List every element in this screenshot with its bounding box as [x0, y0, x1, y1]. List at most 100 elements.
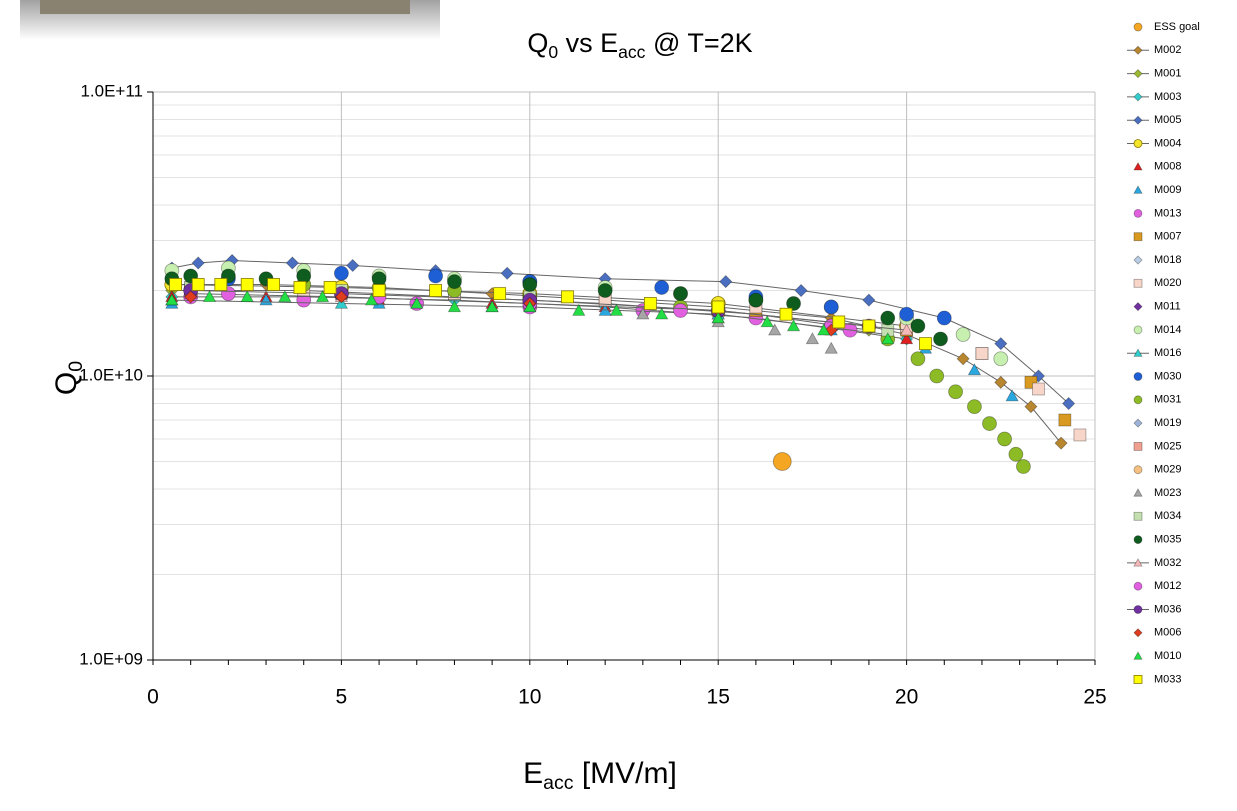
- point: [493, 287, 507, 301]
- legend-label: M030: [1154, 370, 1182, 382]
- point: [240, 278, 254, 291]
- x-axis-label-part: E: [523, 757, 543, 790]
- legend-label: ESS goal: [1154, 21, 1200, 33]
- point: [296, 268, 312, 284]
- point: [346, 258, 360, 273]
- legend-marker: [1133, 139, 1143, 148]
- point: [1032, 382, 1045, 396]
- point: [994, 375, 1008, 389]
- x-tick-label: 15: [707, 686, 730, 709]
- point: [364, 293, 379, 306]
- point: [929, 368, 945, 384]
- x-tick-label: 10: [518, 686, 541, 709]
- point: [862, 293, 876, 307]
- point: [910, 351, 926, 367]
- y-tick-label: 1.0E+10: [79, 365, 143, 384]
- legend-label: M013: [1154, 207, 1182, 219]
- legend-marker: [1133, 488, 1143, 497]
- series: [169, 278, 932, 351]
- legend-marker: [1133, 465, 1143, 475]
- point: [609, 303, 624, 316]
- point: [760, 315, 774, 328]
- point: [673, 303, 688, 318]
- legend-marker: [1133, 325, 1143, 335]
- y-axis-label: Q0: [50, 361, 87, 395]
- point: [184, 290, 198, 304]
- legend-marker: [1133, 418, 1143, 428]
- point: [711, 311, 725, 324]
- point: [267, 278, 280, 291]
- series: [165, 290, 914, 345]
- legend-marker: [1133, 675, 1143, 684]
- point: [1073, 428, 1087, 442]
- point: [169, 278, 183, 291]
- point: [1054, 436, 1068, 450]
- x-tick-label: 20: [895, 686, 918, 709]
- series: [772, 452, 792, 471]
- point: [768, 323, 782, 336]
- legend-marker: [1133, 161, 1143, 171]
- legend-marker: [1133, 92, 1143, 102]
- point: [523, 300, 537, 313]
- point: [824, 341, 838, 354]
- legend-label: M020: [1154, 277, 1182, 289]
- point: [823, 299, 839, 315]
- point: [643, 297, 657, 310]
- photo-fragment: [40, 0, 410, 14]
- point: [748, 292, 764, 308]
- legend-label: M019: [1154, 417, 1182, 429]
- legend-label: M023: [1154, 487, 1182, 499]
- legend-label: M010: [1154, 650, 1182, 662]
- point: [955, 327, 971, 342]
- point: [910, 318, 926, 334]
- legend-marker: [1133, 535, 1143, 544]
- point: [447, 300, 462, 313]
- point: [772, 452, 792, 471]
- point: [786, 296, 801, 311]
- point: [371, 271, 387, 287]
- point: [202, 290, 217, 303]
- point: [967, 363, 982, 376]
- point: [1024, 400, 1038, 414]
- point: [165, 293, 179, 306]
- point: [786, 319, 801, 332]
- legend-marker: [1133, 115, 1143, 125]
- point: [315, 290, 330, 303]
- y-tick-label: 1.0E+11: [80, 81, 143, 100]
- legend-label: M001: [1154, 68, 1182, 80]
- chart-title-part: Q: [527, 28, 548, 58]
- point: [899, 323, 914, 336]
- series: [165, 290, 895, 345]
- point: [994, 337, 1008, 351]
- point: [636, 307, 650, 320]
- y-axis-label-part: Q: [50, 372, 83, 395]
- x-tick-label: 5: [336, 686, 348, 709]
- chart-title-part: @ T=2K: [645, 28, 752, 58]
- chart-title-part: 0: [548, 42, 558, 62]
- chart-title: Q0 vs Eacc @ T=2K: [527, 28, 752, 62]
- point: [936, 310, 952, 326]
- point: [654, 280, 670, 295]
- point: [572, 303, 586, 316]
- legend-marker: [1133, 558, 1143, 567]
- legend-label: M016: [1154, 347, 1182, 359]
- legend-marker: [1133, 628, 1143, 638]
- point: [191, 278, 205, 291]
- legend-marker: [1133, 278, 1143, 288]
- legend-label: M035: [1154, 534, 1182, 546]
- chart-title-part: acc: [618, 42, 646, 62]
- point: [323, 281, 337, 294]
- legend-label: M034: [1154, 510, 1182, 522]
- point: [561, 290, 574, 304]
- series: [636, 307, 838, 354]
- point: [817, 323, 831, 336]
- point: [1005, 389, 1019, 402]
- legend-label: M006: [1154, 627, 1182, 639]
- point: [428, 268, 444, 284]
- point: [805, 332, 820, 345]
- legend-label: M011: [1154, 301, 1181, 313]
- legend-marker: [1133, 605, 1143, 614]
- point: [899, 332, 914, 345]
- legend-label: M008: [1154, 161, 1182, 173]
